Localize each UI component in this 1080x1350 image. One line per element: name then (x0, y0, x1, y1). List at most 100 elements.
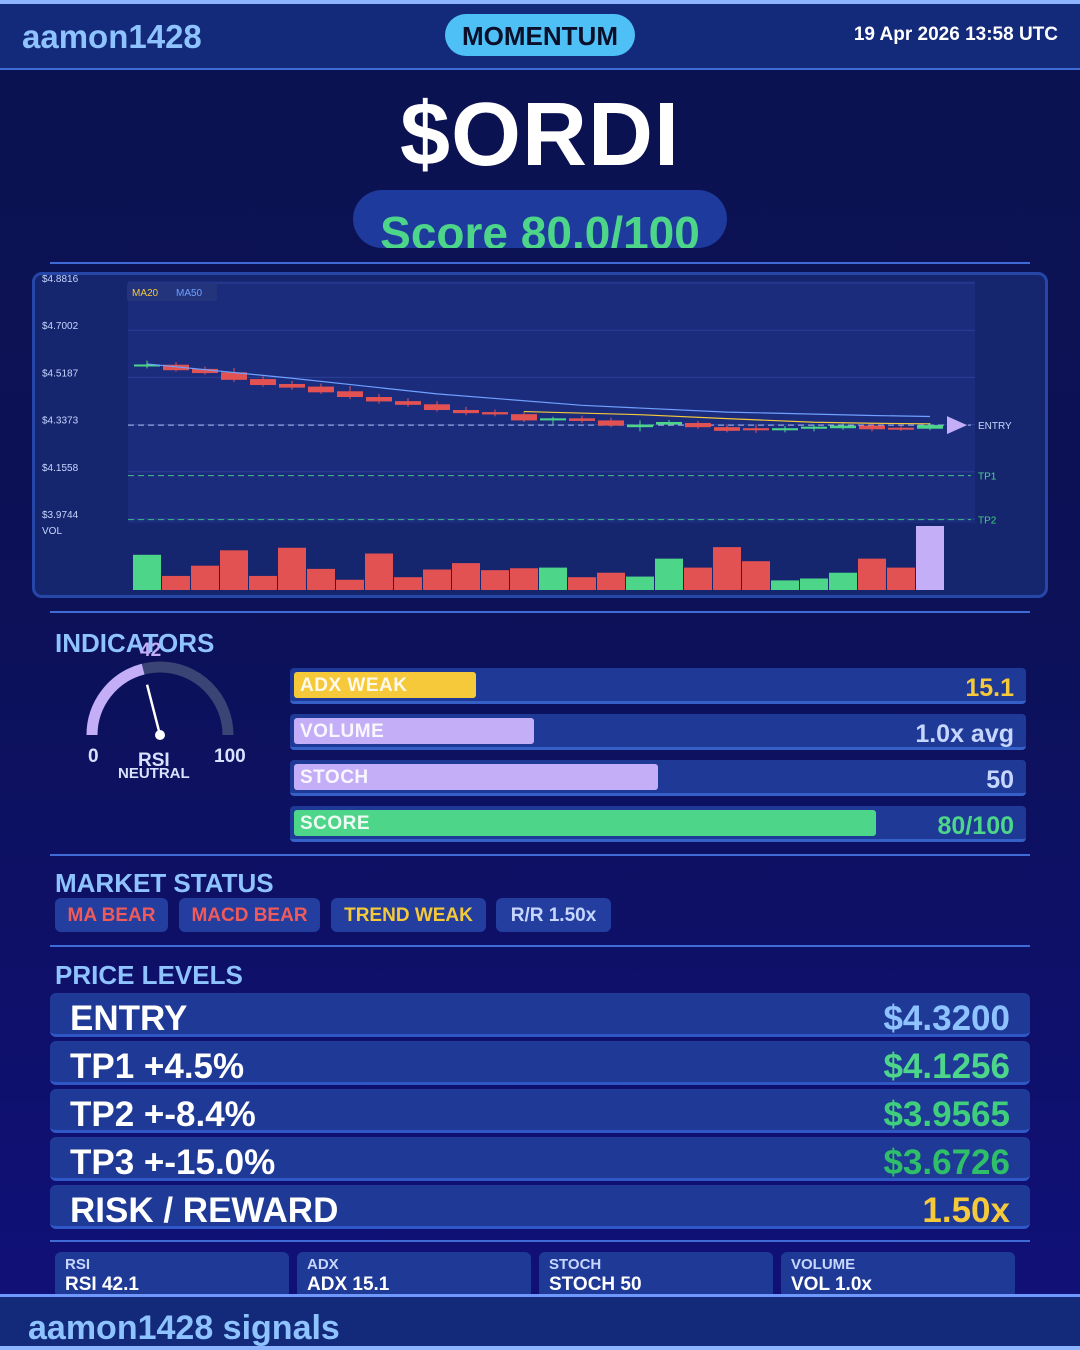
chart-volume-bar (597, 572, 625, 590)
indicator-bar-value: 1.0x avg (915, 720, 1014, 748)
chart-volume-bar (713, 547, 741, 590)
chart-volume-bar (510, 568, 538, 590)
chart-y-tick-label: $4.7002 (42, 321, 79, 332)
rsi-gauge-track (86, 661, 234, 736)
chart-entry-arrow (947, 416, 967, 435)
chart-level-label-entry: ENTRY (978, 421, 1012, 432)
level-name: RISK / REWARD (70, 1191, 339, 1230)
brand-name: aamon1428 (22, 18, 202, 55)
divider (50, 262, 1030, 264)
level-value: $3.6726 (883, 1143, 1010, 1182)
chart-candle-body (424, 404, 450, 411)
chart-y-tick-label: $4.5187 (42, 368, 79, 379)
indicator-bar-score: SCORE 80/100 (290, 806, 1026, 842)
stat-value: ADX 15.1 (307, 1274, 390, 1295)
chart-candle-body (163, 364, 189, 371)
chart-volume-bar (394, 577, 422, 590)
level-value: 1.50x (922, 1191, 1010, 1230)
chart-volume-bar (887, 567, 915, 590)
chart-volume-bar (278, 547, 306, 590)
stat-label: STOCH (549, 1256, 602, 1273)
chart-volume-bar (829, 572, 857, 590)
indicator-bar-value: 80/100 (937, 812, 1014, 840)
chart-candle-body (540, 418, 566, 421)
chart-candle-body (134, 364, 160, 367)
level-name: TP2 +-8.4% (70, 1095, 256, 1134)
level-row-tp3: TP3 +-15.0% $3.6726 (50, 1137, 1030, 1182)
indicator-bar-fill (294, 810, 876, 836)
chart-candle-body (511, 414, 537, 421)
chart-candle-body (917, 425, 943, 429)
stat-value: RSI 42.1 (65, 1274, 139, 1295)
footer-text: aamon1428 signals (28, 1309, 340, 1347)
chart-candle-body (859, 425, 885, 430)
indicator-bar-fill (294, 672, 476, 698)
chart-volume-bar (481, 570, 509, 590)
datetime: 19 Apr 2026 13:58 UTC (853, 24, 1058, 45)
status-chip-rr: R/R 1.50x (496, 898, 611, 932)
stat-label: ADX (307, 1256, 339, 1273)
chart-plot-area (128, 281, 975, 523)
chart-volume-bar (307, 568, 335, 590)
indicator-bar-volume: VOLUME 1.0x avg (290, 714, 1026, 750)
stat-value: VOL 1.0x (791, 1274, 872, 1295)
rsi-gauge-hub (155, 730, 165, 740)
mode-badge: MOMENTUM (445, 14, 635, 56)
chart-candle-body (627, 424, 653, 428)
market-status-title: MARKET STATUS (55, 868, 274, 898)
chart-volume-bar (452, 563, 480, 590)
score-badge: Score 80.0/100 (353, 190, 727, 248)
level-row-risk-reward: RISK / REWARD 1.50x (50, 1185, 1030, 1230)
status-chip-macd: MACD BEAR (179, 898, 320, 932)
stat-label: RSI (65, 1256, 91, 1273)
rsi-gauge-arc (86, 663, 145, 736)
chart-volume-bar (858, 558, 886, 590)
chart-volume-bar (336, 579, 364, 590)
indicator-bar-label: ADX WEAK (300, 675, 408, 696)
chart-legend-ma20: MA20 (132, 288, 159, 299)
rsi-gauge-dial (86, 661, 234, 740)
rsi-gauge-name: RSI (138, 750, 170, 771)
chart-legend-ma50: MA50 (176, 288, 203, 299)
chart-canvas: $4.8816 $4.7002 $4.5187 $4.3373 $4.1558 $3.97… (42, 275, 1012, 590)
top-accent-line (0, 0, 1080, 4)
chart-level-label-tp1: TP1 (978, 472, 997, 483)
chart-y-tick-label: $4.1558 (42, 463, 79, 474)
bottom-accent-line (0, 1346, 1080, 1350)
rsi-gauge-max: 100 (214, 746, 246, 767)
stat-card-rsi: RSI RSI 42.1 (55, 1252, 289, 1298)
chart-volume-bar (626, 576, 654, 590)
status-chip-ma: MA BEAR (55, 898, 168, 932)
status-chip-trend: TREND WEAK (331, 898, 486, 932)
chart-candle-body (743, 428, 769, 431)
level-row-tp1: TP1 +4.5% $4.1256 (50, 1041, 1030, 1086)
chart-candle-body (395, 401, 421, 405)
price-levels-title: PRICE LEVELS (55, 960, 243, 990)
chart-candle-body (308, 386, 334, 393)
chart-volume-bar (655, 558, 683, 590)
chart-candle-body (685, 423, 711, 428)
chart-candle-body (482, 412, 508, 415)
divider (50, 854, 1030, 856)
rsi-gauge-min: 0 (88, 746, 99, 767)
indicator-bar-value: 15.1 (965, 674, 1014, 702)
indicator-bar-stoch: STOCH 50 (290, 760, 1026, 796)
chart-candle-body (830, 425, 856, 429)
chart-candle-body (772, 428, 798, 431)
chart-volume-bar (133, 554, 161, 590)
price-chart: $4.8816 $4.7002 $4.5187 $4.3373 $4.1558 $3.97… (32, 272, 1048, 598)
chart-volume-label: VOL (42, 526, 62, 537)
indicator-bar-fill (294, 718, 534, 744)
header-bar: aamon1428 MOMENTUM 19 Apr 2026 13:58 UTC (0, 4, 1080, 70)
chart-volume-bar (684, 567, 712, 590)
indicators-title: INDICATORS (55, 628, 215, 658)
chart-legend-box (127, 283, 217, 301)
chart-volume-bar (568, 577, 596, 590)
stat-value: STOCH 50 (549, 1274, 642, 1295)
indicator-bar-adx: ADX WEAK 15.1 (290, 668, 1026, 704)
chart-volume-bar (162, 575, 190, 590)
chart-candle-body (598, 420, 624, 426)
level-row-tp2: TP2 +-8.4% $3.9565 (50, 1089, 1030, 1134)
chart-candle-body (192, 368, 218, 374)
stat-card-volume: VOLUME VOL 1.0x (781, 1252, 1015, 1298)
